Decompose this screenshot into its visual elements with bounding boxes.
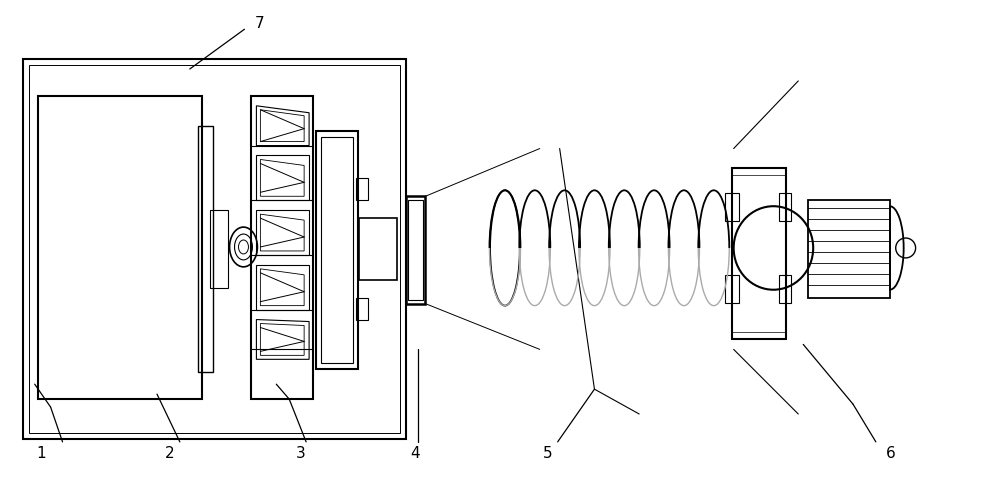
Bar: [29, 65, 400, 433]
Bar: [38, 96, 202, 399]
Text: 7: 7: [255, 16, 264, 31]
Bar: [23, 59, 406, 439]
Bar: [251, 96, 313, 399]
Bar: [198, 126, 213, 372]
Bar: [779, 193, 791, 221]
Bar: [316, 131, 358, 369]
Bar: [725, 275, 739, 302]
Text: 1: 1: [36, 446, 45, 461]
Bar: [732, 175, 786, 333]
Text: 3: 3: [296, 446, 306, 461]
Text: 4: 4: [411, 446, 420, 461]
Bar: [408, 200, 423, 300]
Bar: [406, 197, 425, 303]
Bar: [210, 210, 228, 287]
Bar: [321, 136, 353, 363]
Text: 6: 6: [886, 446, 896, 461]
Bar: [779, 275, 791, 302]
Text: 2: 2: [165, 446, 175, 461]
Bar: [725, 193, 739, 221]
Bar: [356, 179, 368, 200]
Text: 5: 5: [543, 446, 553, 461]
Bar: [359, 218, 397, 280]
Bar: [808, 200, 890, 298]
Bar: [732, 168, 786, 339]
Bar: [356, 298, 368, 319]
